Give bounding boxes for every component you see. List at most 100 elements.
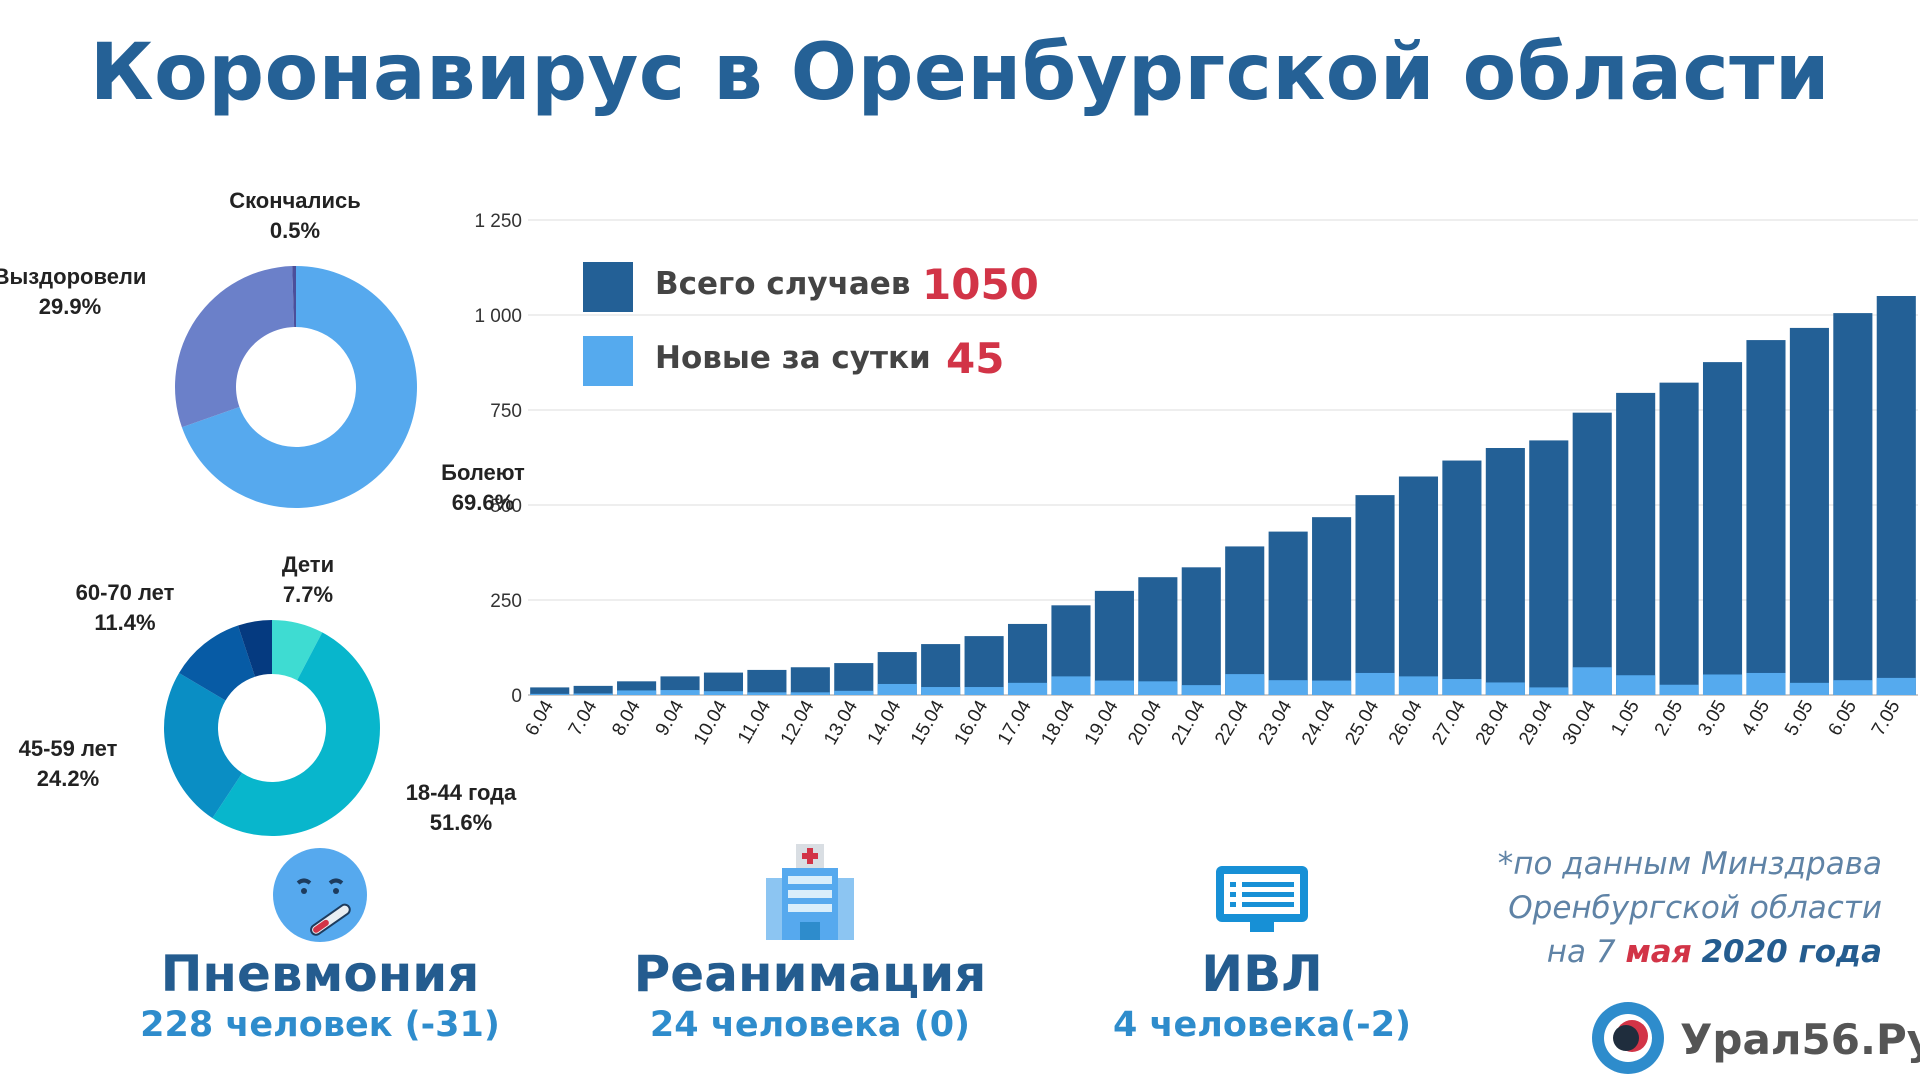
bar-total-28.04 (1485, 448, 1525, 695)
y-tick-label: 500 (490, 496, 522, 517)
label-children: Дети 7.7% (281, 552, 335, 607)
x-tick-label: 24.04 (1298, 697, 1340, 749)
x-tick-label: 28.04 (1472, 697, 1514, 749)
x-tick-label: 15.04 (907, 697, 949, 749)
bar-new-12.04 (790, 692, 830, 695)
x-tick-label: 4.05 (1738, 697, 1775, 740)
bar-new-23.04 (1268, 680, 1308, 695)
ural56-logo-text: Урал56.Ру (1680, 1015, 1920, 1064)
label-deceased: Скончались 0.5% (229, 188, 361, 243)
legend-new-swatch (583, 336, 633, 386)
bar-total-4.05 (1746, 340, 1786, 695)
bar-total-12.04 (790, 667, 830, 695)
status-donut-slice-1 (175, 266, 295, 428)
y-tick-label: 750 (490, 401, 522, 422)
legend-total-label: Всего случаев (655, 266, 911, 302)
x-tick-label: 6.04 (521, 697, 558, 740)
bar-total-6.04 (530, 687, 570, 695)
y-tick-label: 0 (511, 686, 522, 707)
bar-new-2.05 (1659, 684, 1699, 695)
bar-new-20.04 (1138, 681, 1178, 695)
y-tick-label: 1 000 (474, 306, 522, 327)
icu-title: Реанимация (633, 945, 987, 1003)
bar-total-16.04 (964, 636, 1004, 695)
label-recovered: Выздоровели 29.9% (0, 264, 147, 319)
bar-new-3.05 (1702, 674, 1743, 695)
x-tick-label: 19.04 (1081, 697, 1123, 749)
x-tick-label: 10.04 (690, 697, 732, 749)
bar-new-13.04 (834, 690, 874, 695)
bar-new-4.05 (1746, 672, 1786, 695)
age-donut-slice-2 (164, 673, 243, 819)
x-tick-label: 25.04 (1341, 697, 1383, 749)
bar-total-19.04 (1094, 590, 1134, 695)
label-60-70: 60-70 лет 11.4% (75, 580, 175, 635)
legend-new-label: Новые за сутки (655, 340, 931, 376)
bar-new-14.04 (877, 683, 917, 695)
bar-new-24.04 (1312, 680, 1352, 695)
legend-new-value: 45 (946, 334, 1005, 383)
bar-total-10.04 (703, 672, 744, 695)
age-donut-slice-4 (237, 620, 272, 677)
bar-new-16.04 (964, 687, 1004, 695)
status-donut (175, 266, 417, 508)
label-18-44: 18-44 года 51.6% (405, 780, 517, 835)
bar-total-11.04 (747, 669, 787, 695)
age-donut-slice-0 (272, 620, 323, 681)
bar-new-19.04 (1094, 680, 1134, 695)
ventilator-value: 4 человека(-2) (1112, 1005, 1412, 1045)
hospital-icon (766, 844, 854, 940)
status-donut-slice-0 (181, 266, 417, 508)
bar-total-21.04 (1181, 567, 1221, 695)
age-donut (164, 620, 380, 836)
x-tick-label: 22.04 (1211, 697, 1253, 749)
x-tick-label: 14.04 (864, 697, 906, 749)
page-title: Коронавирус в Оренбургской области (89, 28, 1831, 118)
bar-total-2.05 (1659, 382, 1699, 695)
pneumonia-value: 228 человек (-31) (140, 1005, 500, 1045)
x-tick-label: 29.04 (1515, 697, 1557, 749)
bar-new-6.04 (530, 693, 570, 695)
sick-face-icon (273, 848, 367, 942)
bar-new-5.05 (1789, 682, 1829, 695)
bar-new-27.04 (1442, 679, 1482, 695)
bar-total-1.05 (1616, 392, 1656, 695)
x-tick-label: 8.04 (608, 697, 645, 740)
bar-total-5.05 (1789, 327, 1829, 695)
bar-total-23.04 (1268, 531, 1308, 695)
x-tick-label: 7.05 (1868, 697, 1905, 740)
icu-value: 24 человека (0) (649, 1005, 971, 1045)
x-tick-label: 27.04 (1428, 697, 1470, 749)
bar-total-15.04 (921, 644, 961, 695)
x-tick-label: 18.04 (1037, 697, 1079, 749)
bar-total-29.04 (1529, 440, 1569, 695)
x-tick-label: 1.05 (1607, 697, 1644, 740)
bar-new-1.05 (1616, 675, 1656, 695)
bar-total-7.04 (573, 685, 613, 695)
bar-total-20.04 (1138, 577, 1178, 695)
legend-total-value: 1050 (922, 260, 1039, 309)
bar-new-21.04 (1181, 685, 1221, 695)
bar-new-11.04 (747, 692, 787, 695)
x-tick-label: 12.04 (777, 697, 819, 749)
x-tick-label: 13.04 (820, 697, 862, 749)
label-45-59: 45-59 лет 24.2% (18, 736, 118, 791)
legend-total-swatch (583, 262, 633, 312)
bar-new-22.04 (1225, 674, 1265, 695)
monitor-icon (1216, 866, 1308, 932)
bar-total-3.05 (1702, 362, 1743, 695)
x-tick-label: 9.04 (652, 697, 689, 740)
x-tick-label: 20.04 (1124, 697, 1166, 749)
bar-total-7.05 (1876, 296, 1916, 695)
label-sick: Болеют 69.6% (441, 460, 525, 515)
bar-total-24.04 (1312, 517, 1352, 695)
bar-total-25.04 (1355, 495, 1395, 695)
bar-total-22.04 (1225, 546, 1265, 695)
bar-new-9.04 (660, 690, 700, 695)
source-note: *по данным Минздрава Оренбургской област… (1497, 846, 1882, 970)
bar-new-17.04 (1007, 682, 1048, 695)
y-tick-label: 250 (490, 591, 522, 612)
bar-new-30.04 (1572, 667, 1612, 695)
bar-new-28.04 (1485, 682, 1525, 695)
